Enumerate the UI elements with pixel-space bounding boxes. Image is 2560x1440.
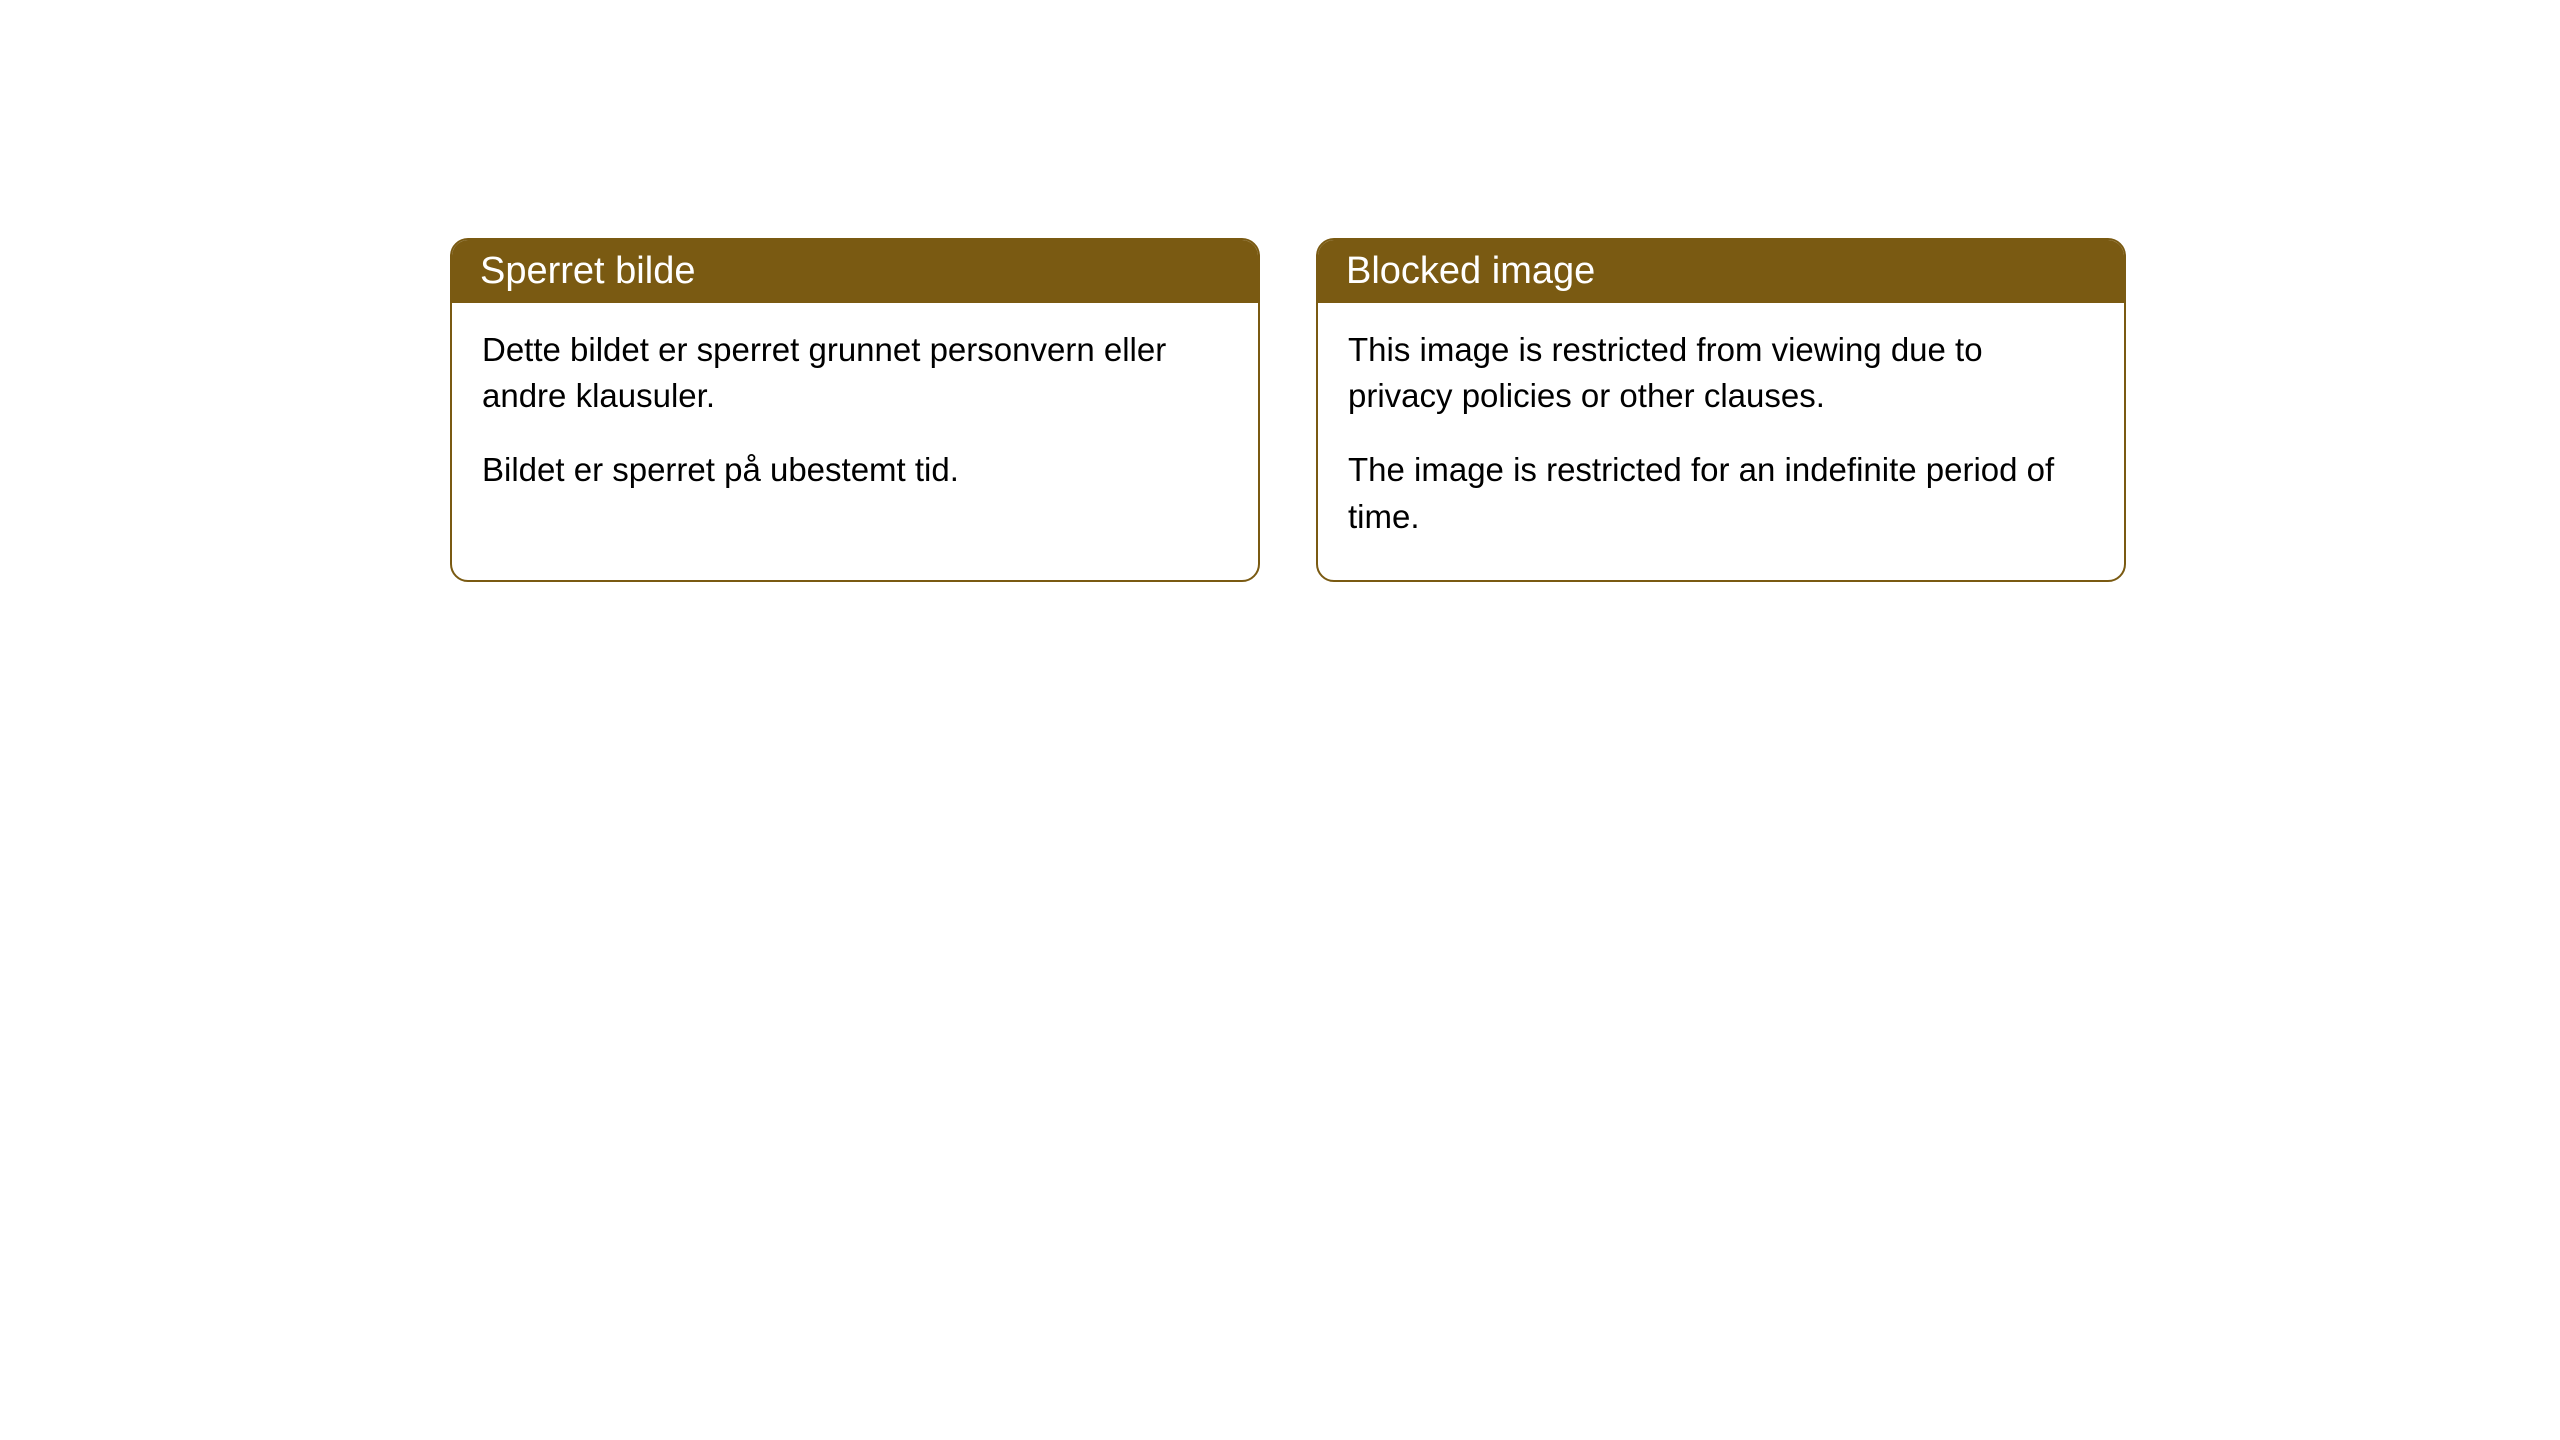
restriction-card-english: Blocked image This image is restricted f… [1316, 238, 2126, 582]
cards-container: Sperret bilde Dette bildet er sperret gr… [450, 238, 2126, 582]
card-paragraph: The image is restricted for an indefinit… [1348, 447, 2094, 539]
card-body-norwegian: Dette bildet er sperret grunnet personve… [452, 303, 1258, 534]
restriction-card-norwegian: Sperret bilde Dette bildet er sperret gr… [450, 238, 1260, 582]
card-header-norwegian: Sperret bilde [452, 240, 1258, 303]
card-body-english: This image is restricted from viewing du… [1318, 303, 2124, 580]
card-paragraph: Bildet er sperret på ubestemt tid. [482, 447, 1228, 493]
card-header-english: Blocked image [1318, 240, 2124, 303]
card-paragraph: This image is restricted from viewing du… [1348, 327, 2094, 419]
card-paragraph: Dette bildet er sperret grunnet personve… [482, 327, 1228, 419]
